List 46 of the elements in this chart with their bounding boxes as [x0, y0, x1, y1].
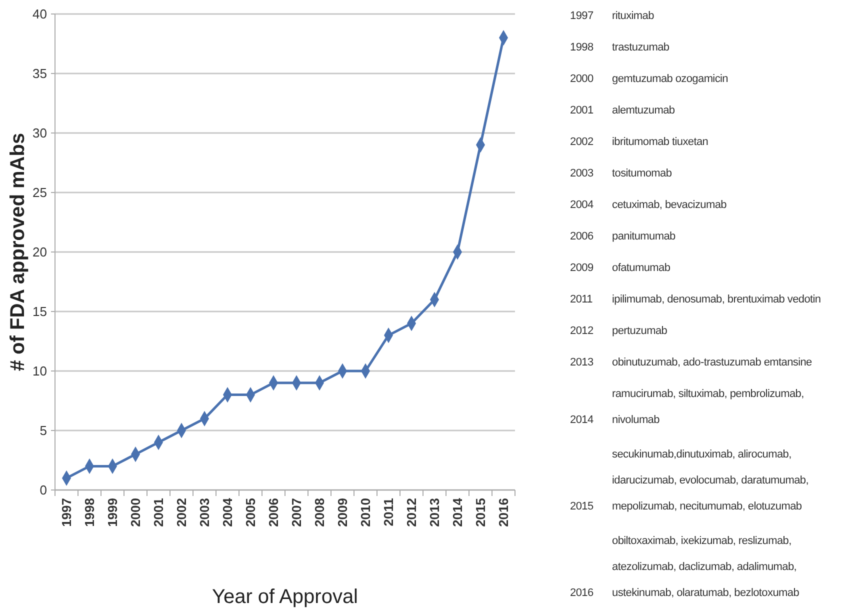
- x-tick-label: 2014: [450, 497, 466, 527]
- x-tick-label: 2008: [312, 498, 328, 527]
- x-axis-title: Year of Approval: [212, 586, 358, 608]
- x-tick-label: 2012: [404, 498, 420, 527]
- y-tick-label: 35: [32, 66, 47, 82]
- y-tick-label: 20: [32, 244, 47, 260]
- text: 2013 obinutuzumab, ado-trastuzumab emtansine: [570, 356, 812, 368]
- y-tick-label: 30: [32, 126, 47, 141]
- x-tick-label: 1997: [59, 498, 74, 527]
- text: 2002 ibritumomab tiuxetan: [570, 136, 708, 148]
- y-tick-label: 40: [32, 6, 47, 22]
- y-tick-label: 25: [32, 185, 47, 200]
- text: 2015 secukinumab,dinutuximab, alirocumab, idarucizumab, evolocumab, daratumumab, mepolizumab, necitumumab, elotuzumab: [570, 448, 808, 512]
- x-tick-label: 2000: [128, 498, 144, 527]
- text: 2001 alemtuzumab: [570, 104, 675, 116]
- text: 2012 pertuzumab: [570, 325, 668, 337]
- text: 2016 obiltoxaximab, ixekizumab, reslizumab, atezolizumab, daclizumab, adalimumab, ustekinumab, olaratumab, bezlotoxumab: [570, 535, 800, 599]
- text: 2004 cetuximab, bevacizumab: [570, 199, 726, 211]
- y-tick-label: 0: [40, 482, 47, 498]
- x-tick-label: 1999: [105, 498, 120, 527]
- x-tick-label: 2007: [289, 498, 304, 527]
- text: 2000 gemtuzumab ozogamicin: [570, 73, 728, 85]
- text: 2011 ipilimumab, denosumab, brentuximab vedotin: [570, 294, 821, 306]
- y-axis-title: # of FDA approved mAbs: [7, 132, 29, 372]
- text: 2009 ofatumumab: [570, 262, 670, 274]
- x-tick-label: 2011: [381, 498, 396, 526]
- text: 1998 trastuzumab: [570, 42, 670, 54]
- text: 2003 tositumomab: [570, 168, 672, 180]
- text: 2006 panitumumab: [570, 230, 676, 242]
- x-tick-label: 2015: [473, 498, 488, 527]
- y-tick-label: 10: [32, 364, 47, 379]
- x-tick-label: 2004: [220, 497, 236, 527]
- x-tick-label: 2006: [266, 498, 282, 527]
- x-tick-label: 1998: [82, 498, 98, 527]
- y-tick-label: 15: [32, 304, 47, 320]
- y-tick-label: 5: [40, 423, 47, 438]
- x-tick-label: 2005: [243, 498, 258, 527]
- x-tick-label: 2009: [335, 498, 350, 527]
- x-tick-label: 2002: [174, 498, 190, 527]
- text: 2014 ramucirumab, siltuximab, pembrolizumab, nivolumab: [570, 388, 804, 426]
- x-tick-label: 2010: [358, 498, 374, 527]
- x-tick-label: 2016: [496, 498, 512, 527]
- text: 1997 rituximab: [570, 10, 654, 22]
- x-tick-label: 2001: [151, 498, 166, 527]
- x-tick-label: 2003: [197, 498, 212, 527]
- x-tick-label: 2013: [427, 498, 442, 527]
